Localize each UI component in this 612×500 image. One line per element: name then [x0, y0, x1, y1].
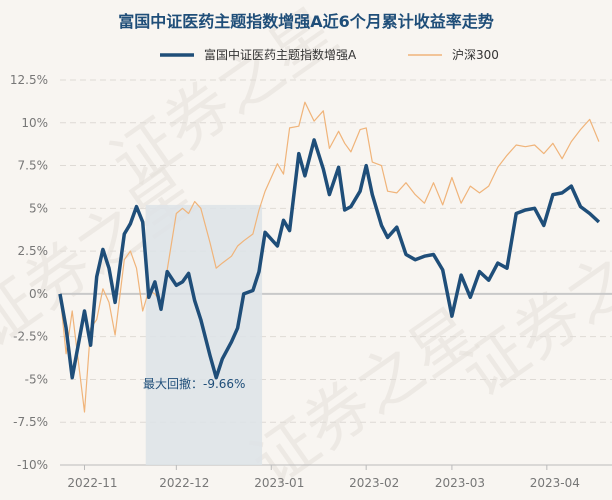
- y-tick-label: 5%: [29, 201, 48, 215]
- y-tick-label: 0%: [29, 287, 48, 301]
- y-tick-label: -7.5%: [13, 415, 48, 429]
- y-tick-label: 7.5%: [18, 159, 49, 173]
- watermark-text: 证券之星: [448, 204, 612, 411]
- max-drawdown-label: 最大回撤：-9.66%: [143, 376, 245, 391]
- x-tick-label: 2022-12: [159, 476, 209, 490]
- y-tick-label: -10%: [17, 458, 48, 472]
- y-tick-label: 12.5%: [10, 73, 48, 87]
- x-tick-label: 2022-11: [67, 476, 117, 490]
- legend-label-index: 沪深300: [452, 48, 499, 62]
- x-tick-label: 2023-02: [349, 476, 399, 490]
- legend: 富国中证医药主题指数增强A 沪深300: [160, 47, 499, 62]
- fund-series-line: [58, 138, 601, 380]
- y-axis: 12.5% 10% 7.5% 5% 2.5% 0% -2.5% -5% -7.5% -10%: [10, 73, 48, 472]
- x-tick-label: 2023-03: [435, 476, 485, 490]
- y-tick-label: 10%: [21, 116, 48, 130]
- y-tick-label: -5%: [25, 372, 48, 386]
- y-tick-label: -2.5%: [13, 330, 48, 344]
- chart-title: 富国中证医药主题指数增强A近6个月累计收益率走势: [118, 12, 494, 31]
- x-tick-label: 2023-04: [530, 476, 580, 490]
- watermark-text: 证券之星: [238, 294, 490, 500]
- y-tick-label: 2.5%: [18, 244, 49, 258]
- legend-label-fund: 富国中证医药主题指数增强A: [204, 47, 357, 62]
- x-axis: 2022-11 2022-12 2023-01 2023-02 2023-03 2023-…: [67, 465, 580, 490]
- series-layer: [58, 101, 601, 413]
- index-series-line: [59, 101, 600, 413]
- x-tick-label: 2023-01: [254, 476, 304, 490]
